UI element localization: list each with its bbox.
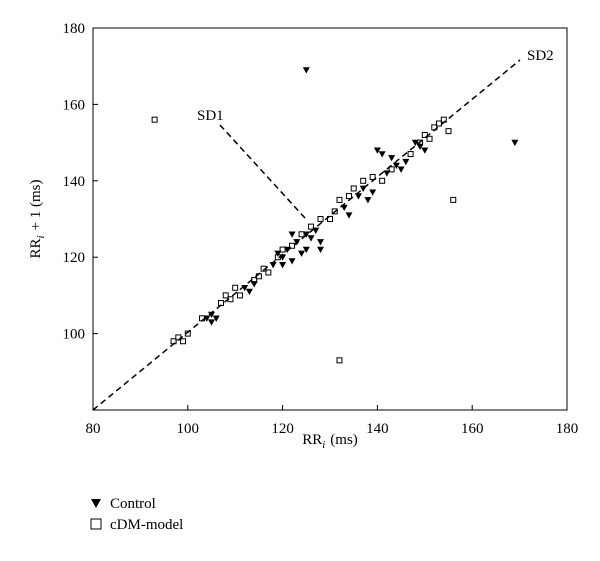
sd2-line: [92, 59, 521, 411]
point: [436, 120, 443, 127]
point: [431, 124, 438, 131]
x-tick-label: 100: [177, 421, 200, 437]
point: [421, 131, 428, 138]
x-tick-label: 160: [461, 421, 484, 437]
point: [354, 193, 362, 200]
x-tick-label: 120: [271, 421, 294, 437]
y-tick-label: 160: [63, 97, 86, 113]
point: [269, 262, 277, 269]
point: [388, 166, 395, 173]
point: [397, 166, 405, 173]
point: [302, 67, 310, 74]
point: [421, 147, 429, 154]
point: [379, 177, 386, 184]
point: [317, 239, 325, 246]
point: [184, 330, 191, 337]
plot-frame: [92, 27, 568, 411]
point: [345, 212, 353, 219]
point: [360, 177, 367, 184]
point: [288, 231, 296, 238]
point: [222, 292, 229, 299]
point: [359, 185, 367, 192]
x-axis-label: RRi (ms): [302, 432, 358, 451]
point: [236, 292, 243, 299]
point: [307, 235, 315, 242]
point: [208, 311, 215, 318]
point: [251, 277, 258, 284]
legend-label: cDM-model: [110, 517, 183, 533]
legend-label: Control: [110, 496, 156, 512]
point: [331, 208, 338, 215]
point: [298, 231, 305, 238]
legend-marker: [90, 518, 102, 530]
x-tick-label: 180: [556, 421, 579, 437]
point: [426, 135, 433, 142]
point: [392, 162, 400, 170]
x-label-part: (ms): [330, 432, 358, 448]
point: [364, 197, 372, 204]
point: [260, 265, 267, 272]
point: [373, 147, 381, 154]
x-tick-label: 80: [86, 421, 101, 437]
legend-marker: [91, 499, 101, 508]
point: [208, 319, 215, 326]
point: [293, 239, 301, 246]
point: [265, 269, 272, 276]
y-label-part: + 1 (ms): [28, 179, 44, 230]
x-label-sub: i: [322, 439, 325, 451]
point: [407, 151, 414, 158]
point: [151, 116, 158, 123]
point: [369, 189, 377, 196]
point: [417, 139, 424, 146]
y-tick-label: 100: [63, 327, 86, 343]
point: [336, 357, 343, 364]
y-tick-label: 180: [63, 21, 86, 37]
point: [180, 338, 187, 345]
point: [369, 173, 376, 180]
point: [274, 254, 281, 261]
point: [199, 315, 206, 322]
point: [350, 185, 357, 192]
x-tick-label: 140: [366, 421, 389, 437]
point: [217, 300, 224, 307]
point: [440, 116, 447, 123]
point: [298, 250, 306, 257]
y-tick-label: 140: [63, 174, 86, 190]
y-label-sub: i: [35, 235, 47, 238]
y-axis-label: RRi + 1 (ms): [28, 179, 47, 258]
point: [445, 128, 452, 135]
point: [245, 288, 253, 296]
y-tick-label: 120: [63, 250, 86, 266]
point: [511, 139, 519, 147]
point: [388, 155, 396, 162]
point: [289, 242, 296, 249]
point: [340, 204, 348, 212]
point: [175, 334, 182, 341]
point: [317, 216, 324, 222]
point: [279, 262, 287, 269]
point: [402, 158, 410, 166]
annotation: SD1: [197, 108, 224, 124]
point: [255, 273, 262, 280]
x-label-part: RR: [302, 432, 322, 448]
point: [302, 246, 310, 254]
point: [327, 216, 333, 222]
point: [170, 338, 177, 345]
point: [212, 315, 220, 322]
point: [308, 223, 315, 230]
point: [288, 258, 296, 265]
point: [232, 284, 239, 291]
point: [317, 246, 325, 254]
point: [227, 296, 234, 303]
annotation: SD2: [527, 48, 554, 64]
point: [336, 196, 343, 203]
sd1-line: [219, 124, 306, 219]
point: [450, 196, 457, 203]
point: [345, 193, 352, 200]
point: [378, 151, 386, 158]
point: [279, 246, 286, 253]
point: [241, 284, 249, 292]
y-label-part: RR: [28, 239, 44, 259]
